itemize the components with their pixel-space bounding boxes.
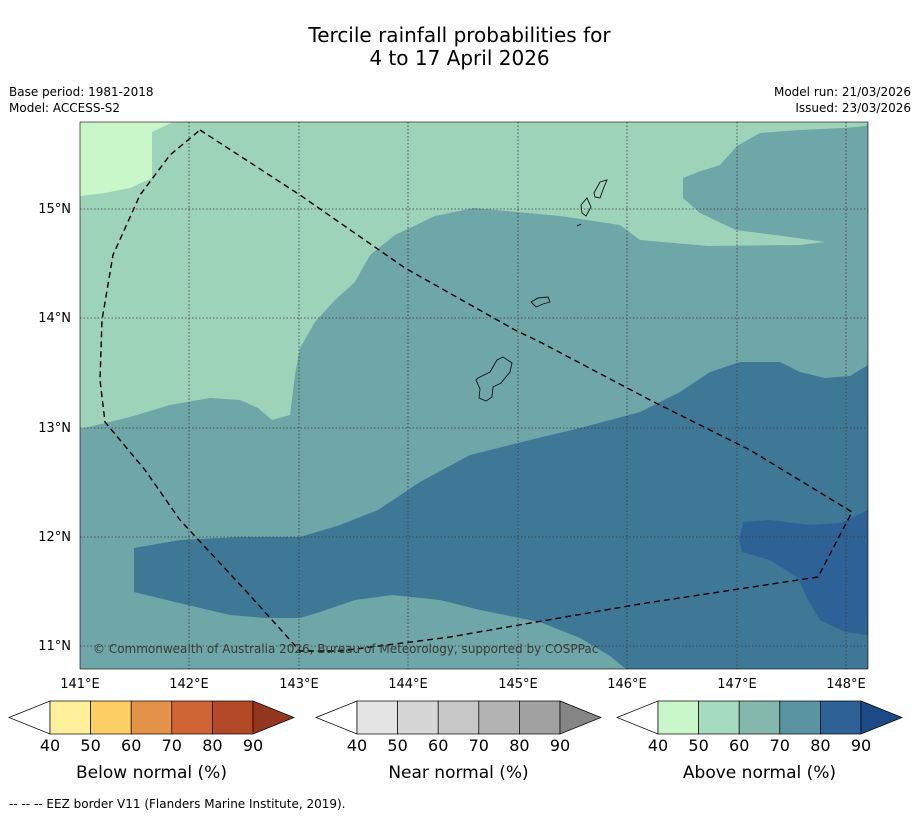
colorbar-segment	[90, 700, 132, 735]
colorbar-title: Above normal (%)	[683, 763, 836, 783]
colorbar-segment	[698, 700, 740, 735]
colorbar-tick-label: 60	[121, 736, 141, 755]
colorbar-tick-label: 60	[729, 736, 749, 755]
lat-label: 15°N	[38, 202, 71, 217]
island-rota	[530, 296, 551, 308]
island-tinian-saipan	[580, 179, 608, 217]
colorbar-lower-extension	[315, 700, 358, 735]
colorbar-3: 40 50 60 70 80 90 Above normal (%)	[616, 700, 903, 783]
island-guam	[475, 356, 513, 402]
colorbar-segment	[738, 700, 781, 735]
colorbar-segment	[519, 700, 561, 735]
colorbar-segment	[820, 700, 862, 735]
lon-label: 143°E	[279, 677, 319, 692]
issued-text: Issued: 23/03/2026	[795, 101, 911, 115]
colorbar-tick-label: 80	[509, 736, 529, 755]
graticule	[80, 122, 868, 669]
colorbar-segment	[212, 700, 254, 735]
region-above-80-90	[739, 510, 868, 635]
colorbar-tick-label: 70	[469, 736, 489, 755]
colorbar-lower-extension	[616, 700, 659, 735]
lat-label: 14°N	[38, 311, 71, 326]
latitude-labels: 15°N 14°N 13°N 12°N 11°N	[38, 202, 71, 654]
colorbar-tick-label: 60	[428, 736, 448, 755]
colorbar-tick-label: 50	[387, 736, 407, 755]
colorbar-segment	[49, 700, 91, 735]
colorbar-tick-label: 90	[851, 736, 871, 755]
colorbar-segment	[779, 700, 821, 735]
map-title-line-1: Tercile rainfall probabilities for	[308, 23, 611, 47]
colorbar-tick-label: 40	[347, 736, 367, 755]
lon-label: 145°E	[498, 677, 538, 692]
colorbar-segment	[171, 700, 213, 735]
copyright-text: © Commonwealth of Australia 2026, Bureau…	[93, 642, 598, 656]
colorbars: 40 50 60 70 80 90 Below normal (%) 40 50 60 70 80 90…	[8, 700, 903, 783]
colorbar-tick-label: 80	[810, 736, 830, 755]
colorbar-tick-label: 90	[243, 736, 263, 755]
lat-label: 12°N	[38, 530, 71, 545]
colorbar-segment	[356, 700, 398, 735]
colorbar-tick-label: 90	[550, 736, 570, 755]
lon-label: 141°E	[60, 677, 100, 692]
island-aguijan	[576, 223, 582, 227]
lon-label: 146°E	[607, 677, 647, 692]
colorbar-tick-label: 80	[202, 736, 222, 755]
lon-label: 142°E	[169, 677, 209, 692]
colorbar-tick-label: 70	[162, 736, 182, 755]
islands	[475, 179, 608, 402]
eez-legend-text: -- -- -- EEZ border V11 (Flanders Marine…	[9, 797, 346, 811]
region-above-50-60	[80, 122, 868, 429]
colorbar-segment	[478, 700, 520, 735]
colorbar-segment	[397, 700, 439, 735]
colorbar-tick-label: 40	[648, 736, 668, 755]
longitude-labels: 141°E 142°E 143°E 144°E 145°E 146°E 147°…	[60, 677, 866, 692]
lon-label: 148°E	[826, 677, 866, 692]
lat-label: 13°N	[38, 421, 71, 436]
colorbar-segment	[130, 700, 173, 735]
map-title-line-2: 4 to 17 April 2026	[369, 46, 550, 70]
region-above-70-80	[134, 362, 868, 669]
colorbar-upper-extension	[252, 700, 295, 735]
colorbar-lower-extension	[8, 700, 51, 735]
colorbar-segment	[657, 700, 699, 735]
lon-label: 147°E	[717, 677, 757, 692]
colorbar-2: 40 50 60 70 80 90 Near normal (%)	[315, 700, 602, 783]
map-frame	[79, 121, 869, 670]
colorbar-tick-label: 50	[80, 736, 100, 755]
lat-label: 11°N	[38, 639, 71, 654]
base-period-text: Base period: 1981-2018	[9, 85, 154, 99]
region-above-40-50	[80, 122, 173, 196]
colorbar-upper-extension	[860, 700, 903, 735]
colorbar-title: Below normal (%)	[76, 763, 227, 783]
model-run-text: Model run: 21/03/2026	[773, 85, 911, 99]
colorbar-segment	[437, 700, 480, 735]
colorbar-1: 40 50 60 70 80 90 Below normal (%)	[8, 700, 295, 783]
eez-border	[99, 129, 853, 652]
model-text: Model: ACCESS-S2	[9, 101, 121, 115]
colorbar-title: Near normal (%)	[388, 763, 528, 783]
colorbar-tick-label: 70	[770, 736, 790, 755]
colorbar-tick-label: 50	[688, 736, 708, 755]
colorbar-tick-label: 40	[40, 736, 60, 755]
lon-label: 144°E	[388, 677, 428, 692]
colorbar-upper-extension	[559, 700, 602, 735]
